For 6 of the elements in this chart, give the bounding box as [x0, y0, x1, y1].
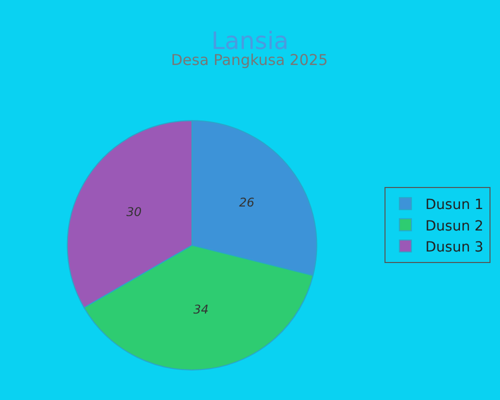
legend-label: Dusun 1 [425, 197, 484, 214]
legend-label: Dusun 3 [425, 239, 484, 256]
data-label: 34 [193, 302, 209, 316]
data-label: 30 [126, 204, 142, 219]
data-label: 26 [239, 195, 255, 210]
legend-label: Dusun 2 [425, 218, 484, 234]
